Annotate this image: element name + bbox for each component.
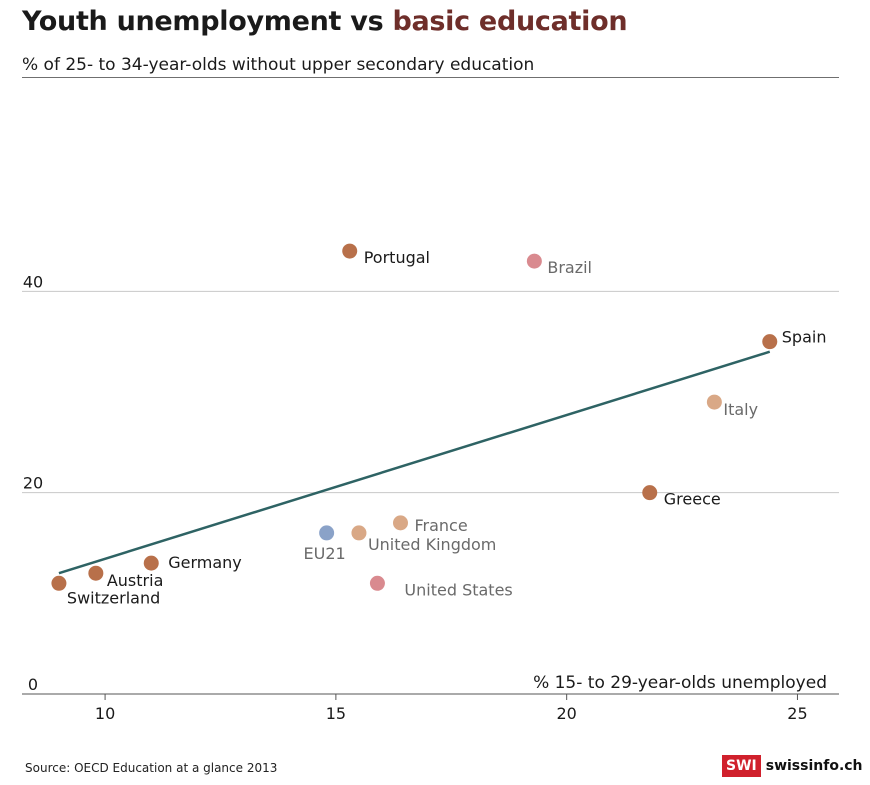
y-tick-label-20: 20 (23, 474, 43, 493)
point-united-states (369, 575, 385, 591)
point-greece (642, 485, 658, 501)
x-tick-label-15: 15 (326, 704, 346, 723)
point-spain (762, 334, 778, 350)
title-divider (22, 77, 839, 78)
title-main: Youth unemployment vs (22, 6, 393, 37)
y-tick-label-40: 40 (23, 272, 43, 291)
point-label-switzerland: Switzerland (67, 588, 160, 607)
point-label-united-states: United States (404, 580, 512, 599)
chart-title: Youth unemployment vs basic education (22, 6, 628, 37)
point-label-germany: Germany (168, 553, 242, 572)
point-united-kingdom (351, 525, 367, 541)
point-label-eu21: EU21 (304, 544, 346, 563)
brand-mark: SWI (722, 755, 761, 777)
point-switzerland (51, 575, 67, 591)
x-tick-label-20: 20 (556, 704, 576, 723)
point-eu21 (319, 525, 335, 541)
point-germany (143, 555, 159, 571)
point-portugal (342, 243, 358, 259)
point-label-brazil: Brazil (547, 258, 592, 277)
x-tick-label-25: 25 (787, 704, 807, 723)
brand-name: swissinfo.ch (765, 758, 863, 774)
point-label-united-kingdom: United Kingdom (368, 535, 496, 554)
point-label-portugal: Portugal (364, 248, 430, 267)
chart-subtitle: % of 25- to 34-year-olds without upper s… (22, 55, 535, 75)
x-axis-title: % 15- to 29-year-olds unemployed (533, 673, 827, 693)
brand-logo[interactable]: SWI swissinfo.ch (722, 755, 863, 777)
point-label-austria: Austria (107, 571, 164, 590)
point-france (392, 515, 408, 531)
title-accent: basic education (392, 6, 628, 37)
point-label-spain: Spain (782, 328, 827, 347)
y-tick-label-0: 0 (28, 675, 38, 694)
point-italy (706, 394, 722, 410)
x-tick-label-10: 10 (95, 704, 115, 723)
point-brazil (526, 253, 542, 269)
trend-line (58, 350, 771, 575)
point-austria (88, 565, 104, 581)
point-label-italy: Italy (723, 400, 758, 419)
source-note: Source: OECD Education at a glance 2013 (25, 761, 278, 775)
point-label-greece: Greece (664, 490, 721, 509)
point-label-france: France (414, 516, 467, 535)
